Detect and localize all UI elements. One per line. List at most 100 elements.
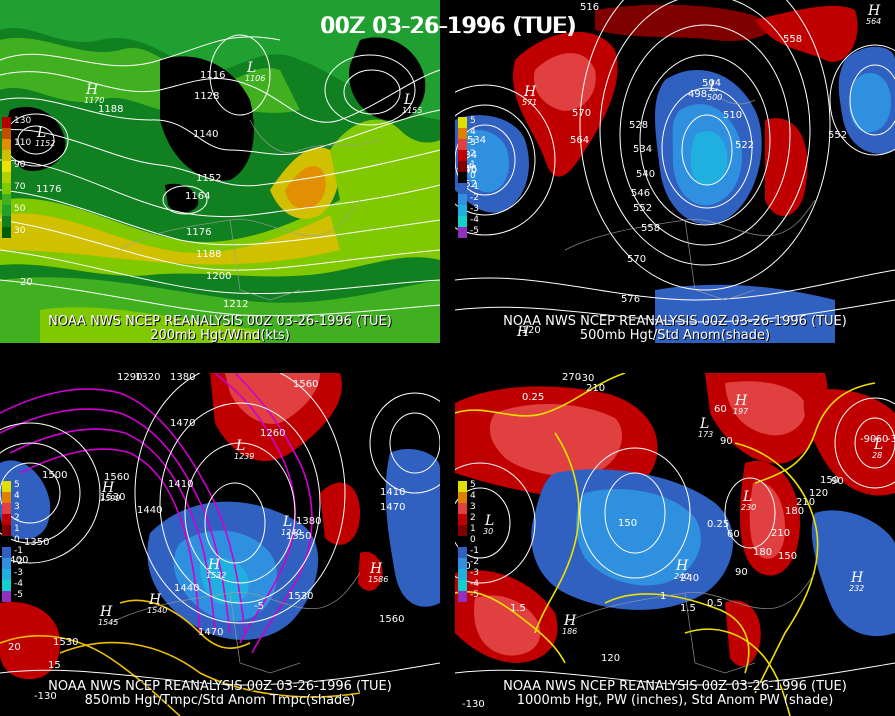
panel-title-line2: 850mb Hgt/Tmpc/Std Anom Tmpc(shade) xyxy=(84,693,356,708)
legend-label: 0 xyxy=(470,171,476,181)
legend-swatch: -1 xyxy=(458,182,479,194)
legend-label: -5 xyxy=(470,226,479,236)
legend-label: 1 xyxy=(14,524,20,534)
legend-label: -1 xyxy=(14,546,23,556)
legend-label: 1 xyxy=(470,160,476,170)
panel-1000mb-pw: 5 4 3 2 1 0 -1 -2 -3 -4 -5 NOAA NWS NCEP REANALYSI… xyxy=(455,373,895,716)
legend-swatch: 1 xyxy=(2,524,20,536)
legend-swatch: -2 xyxy=(458,557,479,569)
legend-label: 2 xyxy=(14,513,20,523)
legend-label: 0 xyxy=(14,535,20,545)
legend-label: -1 xyxy=(470,182,479,192)
panel-title-line1: NOAA NWS NCEP REANALYSIS 00Z 03-26-1996 … xyxy=(48,314,392,329)
legend-swatch: 4 xyxy=(2,491,20,503)
legend-label: 3 xyxy=(470,138,476,148)
legend-swatch: -3 xyxy=(2,568,23,580)
legend-swatch: 1 xyxy=(458,524,476,536)
legend-swatch: 0 xyxy=(2,535,20,547)
legend-swatch: 5 xyxy=(2,480,20,492)
legend-swatch: 2 xyxy=(458,149,476,161)
legend-swatch: -1 xyxy=(2,546,23,558)
map-500mb xyxy=(455,0,895,343)
legend-label: -4 xyxy=(14,579,23,589)
legend-swatch: -4 xyxy=(458,579,479,591)
legend-swatch: -3 xyxy=(458,204,479,216)
main-title: 00Z 03-26-1996 (TUE) xyxy=(319,14,576,39)
legend-label: 3 xyxy=(14,502,20,512)
legend-label: 4 xyxy=(470,127,476,137)
legend-swatch xyxy=(2,172,11,183)
legend-swatch: 50 xyxy=(2,204,25,216)
panel-title-line2: 200mb Hgt/Wind(kts) xyxy=(150,328,290,343)
legend-label: -4 xyxy=(470,579,479,589)
legend-label: 70 xyxy=(14,182,26,192)
legend-swatch: 130 xyxy=(2,116,31,128)
panel-200mb-wind: 130 110 90 70 50 30 NOAA NWS NCEP REANALYSIS … xyxy=(0,0,440,343)
legend-label: 0 xyxy=(470,535,476,545)
legend-swatch: 2 xyxy=(458,513,476,525)
legend-swatch: -4 xyxy=(2,579,23,591)
legend-swatch xyxy=(2,194,11,205)
legend-label: 5 xyxy=(14,480,20,490)
legend-label: -2 xyxy=(470,557,479,567)
legend-swatch: 5 xyxy=(458,480,476,492)
legend-200mb: 130 110 90 70 50 30 xyxy=(2,116,31,238)
legend-label: 110 xyxy=(14,138,32,148)
legend-swatch: 30 xyxy=(2,226,25,238)
legend-swatch: 3 xyxy=(458,138,476,150)
legend-label: 2 xyxy=(470,149,476,159)
legend-swatch: 5 xyxy=(458,116,476,128)
legend-swatch: -1 xyxy=(458,546,479,558)
map-1000mb xyxy=(455,373,895,716)
legend-label: -2 xyxy=(470,193,479,203)
panel-500mb-anom: 5 4 3 2 1 0 -1 -2 -3 -4 -5 NOAA NWS NCEP REANALYSI… xyxy=(455,0,895,343)
legend-swatch: 70 xyxy=(2,182,25,194)
legend-label: -2 xyxy=(14,557,23,567)
legend-label: -4 xyxy=(470,215,479,225)
legend-swatch: -2 xyxy=(458,193,479,205)
legend-swatch: -5 xyxy=(458,590,479,602)
legend-swatch: -4 xyxy=(458,215,479,227)
legend-label: -3 xyxy=(470,204,479,214)
legend-swatch: 0 xyxy=(458,171,476,183)
legend-label: 3 xyxy=(470,502,476,512)
legend-swatch: 0 xyxy=(458,535,476,547)
legend-label: 1 xyxy=(470,524,476,534)
panel-title-line1: NOAA NWS NCEP REANALYSIS 00Z 03-26-1996 … xyxy=(48,679,392,694)
legend-swatch: -2 xyxy=(2,557,23,569)
legend-swatch xyxy=(2,128,11,139)
panel-title-line2: 1000mb Hgt, PW (inches), Std Anom PW (sh… xyxy=(516,693,834,708)
legend-500mb: 5 4 3 2 1 0 -1 -2 -3 -4 -5 xyxy=(458,116,479,238)
legend-label: 5 xyxy=(470,116,476,126)
legend-label: -5 xyxy=(14,590,23,600)
panel-title-line1: NOAA NWS NCEP REANALYSIS 00Z 03-26-1996 … xyxy=(503,679,847,694)
legend-swatch: 90 xyxy=(2,160,25,172)
legend-label: 4 xyxy=(14,491,20,501)
legend-label: 130 xyxy=(14,116,32,126)
legend-label: 2 xyxy=(470,513,476,523)
legend-850mb: 5 4 3 2 1 0 -1 -2 -3 -4 -5 xyxy=(2,480,23,602)
legend-swatch: 4 xyxy=(458,491,476,503)
panel-title-line2: 500mb Hgt/Std Anom(shade) xyxy=(579,328,771,343)
legend-1000mb: 5 4 3 2 1 0 -1 -2 -3 -4 -5 xyxy=(458,480,479,602)
legend-swatch: -5 xyxy=(2,590,23,602)
legend-swatch: 110 xyxy=(2,138,31,150)
legend-label: 30 xyxy=(14,226,26,236)
map-200mb xyxy=(0,0,440,343)
legend-label: -3 xyxy=(14,568,23,578)
legend-swatch xyxy=(2,150,11,161)
legend-swatch xyxy=(2,216,11,227)
legend-label: 4 xyxy=(470,491,476,501)
legend-label: 90 xyxy=(14,160,26,170)
legend-label: 50 xyxy=(14,204,26,214)
legend-label: 5 xyxy=(470,480,476,490)
legend-label: -5 xyxy=(470,590,479,600)
map-850mb xyxy=(0,373,440,716)
legend-swatch: 4 xyxy=(458,127,476,139)
legend-swatch: 2 xyxy=(2,513,20,525)
panel-850mb-temp: 5 4 3 2 1 0 -1 -2 -3 -4 -5 NOAA NWS NCEP REANALYSI… xyxy=(0,373,440,716)
panel-title-line1: NOAA NWS NCEP REANALYSIS 00Z 03-26-1996 … xyxy=(503,314,847,329)
legend-swatch: -3 xyxy=(458,568,479,580)
legend-swatch: -5 xyxy=(458,226,479,238)
legend-swatch: 3 xyxy=(2,502,20,514)
